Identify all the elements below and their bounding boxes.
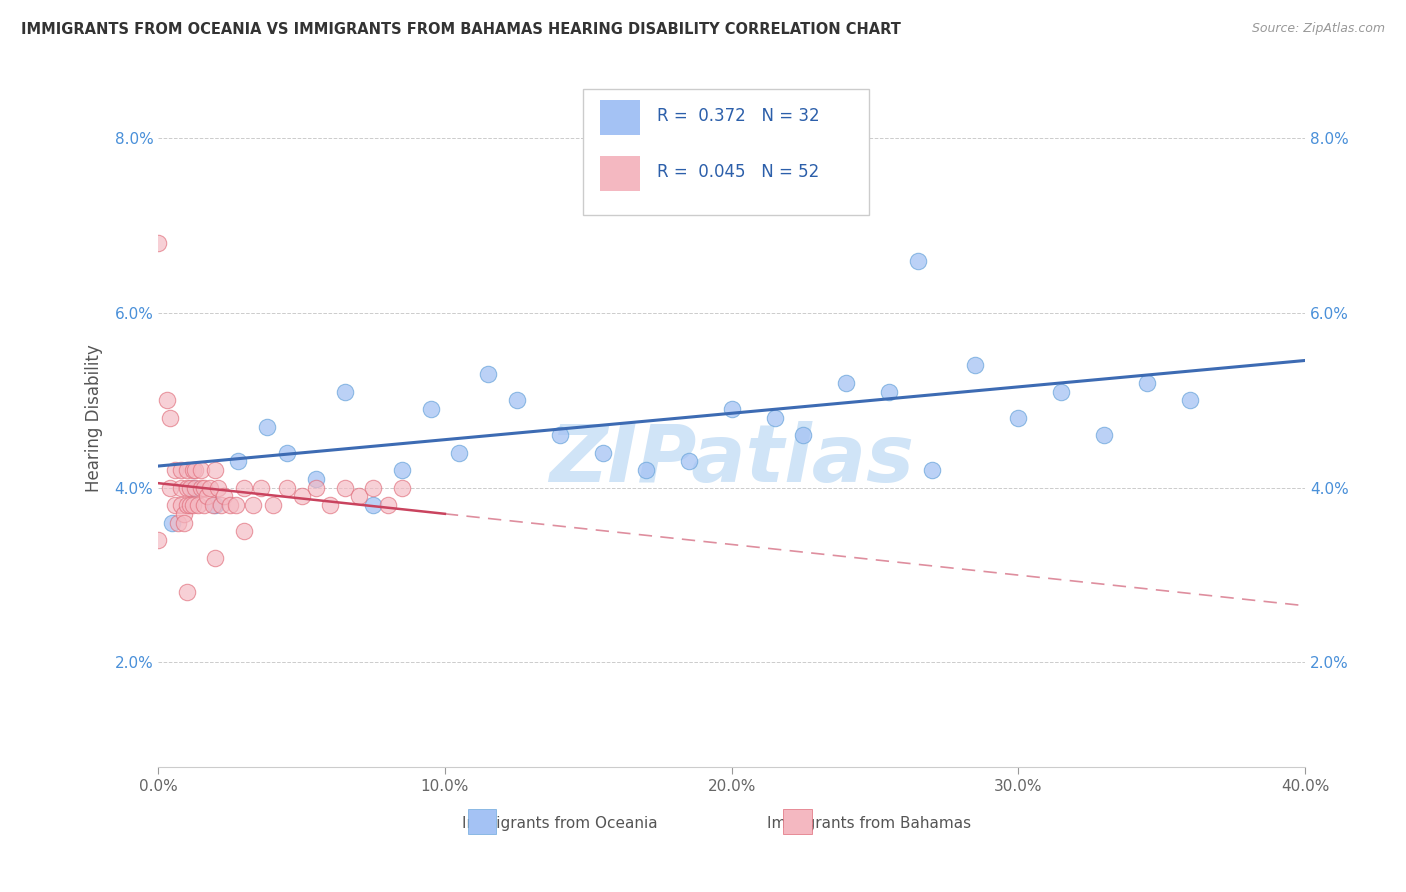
Point [262, 498, 284, 512]
Bar [582, 89, 869, 215]
Point [195, 490, 218, 504]
Point [391, 481, 413, 495]
Point [204, 463, 226, 477]
Point [193, 498, 215, 512]
Point [1050, 384, 1073, 399]
Point [198, 481, 221, 495]
Point [173, 507, 195, 521]
Point [146, 236, 169, 251]
Point [146, 533, 169, 547]
Point [333, 384, 356, 399]
Point [305, 472, 328, 486]
Point [1180, 393, 1202, 408]
Y-axis label: Hearing Disability: Hearing Disability [86, 344, 103, 491]
Point [361, 481, 384, 495]
Point [204, 498, 226, 512]
Point [187, 498, 209, 512]
Point [763, 410, 786, 425]
Point [176, 498, 198, 512]
Point [505, 393, 527, 408]
Point [792, 428, 814, 442]
Point [170, 498, 193, 512]
Text: ZIPatlas: ZIPatlas [550, 421, 914, 499]
Point [921, 463, 943, 477]
Point [159, 481, 181, 495]
Point [242, 498, 264, 512]
Point [1136, 376, 1159, 390]
Point [204, 550, 226, 565]
Point [1007, 410, 1029, 425]
Point [233, 524, 256, 539]
Text: IMMIGRANTS FROM OCEANIA VS IMMIGRANTS FROM BAHAMAS HEARING DISABILITY CORRELATIO: IMMIGRANTS FROM OCEANIA VS IMMIGRANTS FR… [21, 22, 901, 37]
Point [835, 376, 858, 390]
Point [165, 463, 187, 477]
Point [907, 253, 929, 268]
Point [678, 454, 700, 468]
Point [184, 481, 207, 495]
Point [207, 481, 229, 495]
Point [1092, 428, 1115, 442]
Point [173, 516, 195, 530]
Point [176, 463, 198, 477]
Point [167, 516, 190, 530]
Bar [600, 100, 640, 135]
Point [477, 367, 499, 381]
Point [319, 498, 342, 512]
Point [965, 359, 987, 373]
Point [634, 463, 657, 477]
Point [305, 481, 328, 495]
Bar [468, 809, 496, 833]
Point [361, 498, 384, 512]
Point [181, 498, 204, 512]
Point [181, 481, 204, 495]
Point [333, 481, 356, 495]
Text: R =  0.372   N = 32: R = 0.372 N = 32 [657, 107, 820, 125]
Point [179, 498, 201, 512]
Point [256, 419, 278, 434]
Point [218, 498, 240, 512]
Point [377, 498, 399, 512]
Point [209, 498, 232, 512]
Point [181, 463, 204, 477]
Point [156, 393, 179, 408]
Point [606, 193, 628, 207]
Point [276, 446, 298, 460]
Text: Source: ZipAtlas.com: Source: ZipAtlas.com [1251, 22, 1385, 36]
Point [162, 516, 184, 530]
Point [179, 481, 201, 495]
Point [250, 481, 273, 495]
Point [879, 384, 901, 399]
Point [190, 481, 212, 495]
Point [228, 454, 250, 468]
Text: Immigrants from Bahamas: Immigrants from Bahamas [768, 815, 972, 830]
Point [347, 490, 370, 504]
Point [592, 446, 614, 460]
Point [190, 463, 212, 477]
Point [176, 585, 198, 599]
Text: Immigrants from Oceania: Immigrants from Oceania [461, 815, 658, 830]
Point [193, 481, 215, 495]
Point [391, 463, 413, 477]
Point [449, 446, 471, 460]
Point [290, 490, 312, 504]
Point [212, 490, 235, 504]
Point [184, 463, 207, 477]
Point [165, 498, 187, 512]
Point [419, 402, 441, 417]
Point [170, 481, 193, 495]
Point [548, 428, 571, 442]
Point [225, 498, 247, 512]
Point [720, 402, 742, 417]
Point [176, 481, 198, 495]
Point [233, 481, 256, 495]
Point [159, 410, 181, 425]
Point [170, 463, 193, 477]
Bar [600, 156, 640, 191]
Text: R =  0.045   N = 52: R = 0.045 N = 52 [657, 163, 820, 181]
Point [201, 498, 224, 512]
Point [276, 481, 298, 495]
Bar [783, 809, 811, 833]
